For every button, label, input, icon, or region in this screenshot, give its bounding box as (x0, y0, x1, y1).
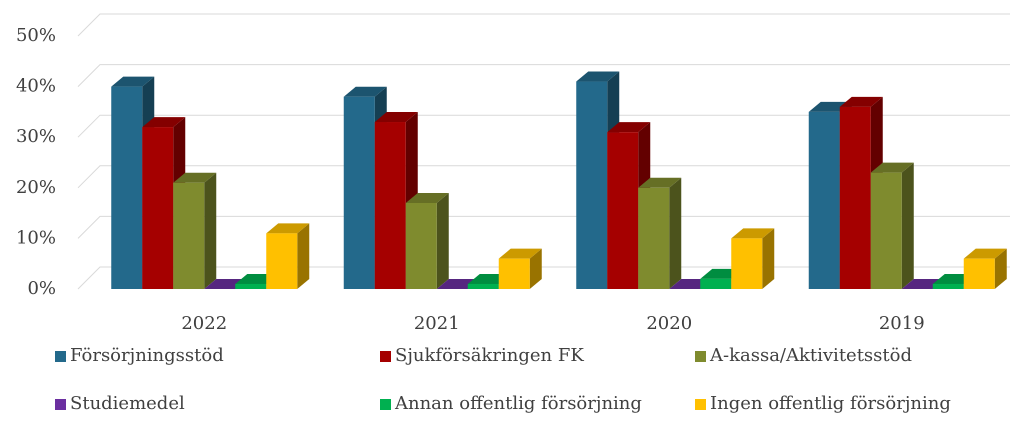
bar (638, 177, 682, 289)
x-tick-label: 2022 (181, 313, 227, 334)
legend-swatch (55, 399, 66, 410)
grid-line (77, 266, 1010, 290)
bar-side (901, 162, 914, 289)
legend-label: Försörjningsstöd (70, 345, 224, 366)
grid-line (77, 13, 1010, 37)
bar-front (266, 233, 298, 289)
bar-front (963, 258, 995, 289)
bar (839, 96, 883, 289)
bar-front (700, 278, 732, 289)
bar-top (576, 71, 620, 82)
bar-front (808, 111, 840, 290)
bar-front (343, 96, 375, 289)
bar (731, 228, 775, 289)
bar-front (839, 106, 871, 289)
legend-label: Ingen offentlig försörjning (710, 393, 951, 414)
bar-side (297, 223, 310, 289)
bar-side (994, 248, 1007, 289)
bar-top (111, 76, 155, 87)
bar-front (405, 202, 437, 289)
bar-top (839, 96, 883, 107)
bar-top (963, 248, 1007, 259)
bar-side (204, 172, 217, 289)
bar-front (932, 283, 964, 289)
grid-line (77, 165, 1010, 189)
legend-label: A-kassa/Aktivitetsstöd (709, 345, 912, 366)
bar-top (870, 162, 914, 173)
bar-front (111, 86, 143, 289)
legend-swatch (695, 399, 706, 410)
grid-line (77, 64, 1010, 87)
bar-front (173, 182, 205, 289)
bar-front (498, 258, 530, 289)
legend-swatch (695, 351, 706, 362)
bar-front (467, 283, 499, 289)
bar-top (142, 117, 186, 128)
bar-top (607, 122, 651, 133)
bar-side (669, 177, 682, 289)
x-tick-label: 2019 (879, 313, 925, 334)
bar-front (607, 132, 639, 289)
y-tick-label: 50% (16, 25, 56, 46)
bar-side (529, 248, 542, 289)
y-tick-label: 40% (16, 76, 56, 97)
legend-swatch (380, 399, 391, 410)
bar-top (173, 172, 217, 183)
x-tick-label: 2020 (646, 313, 692, 334)
bar-top (405, 192, 449, 203)
bar-side (762, 228, 775, 289)
bar-front (374, 122, 406, 290)
bar (870, 162, 914, 289)
bar-top (343, 86, 387, 97)
legend-label: Annan offentlig försörjning (394, 393, 642, 414)
bar-side (436, 192, 449, 289)
legend-swatch (380, 351, 391, 362)
bar-front (870, 172, 902, 289)
bar-front (731, 238, 763, 289)
bar (173, 172, 217, 289)
y-tick-label: 0% (27, 278, 56, 299)
bar (405, 192, 449, 289)
grid-line (77, 114, 1010, 138)
legend-label: Sjukförsäkringen FK (395, 345, 584, 366)
legend-label: Studiemedel (70, 393, 185, 414)
y-tick-label: 10% (16, 227, 56, 248)
y-tick-label: 30% (16, 126, 56, 147)
bar (498, 248, 542, 289)
bar-front (235, 283, 267, 289)
bar (266, 223, 310, 289)
bar-front (638, 187, 670, 289)
bar-front (576, 81, 608, 289)
bar-top (638, 177, 682, 188)
legend-swatch (55, 351, 66, 362)
grid-line (77, 215, 1010, 239)
bar-top (266, 223, 310, 234)
bar-top (374, 112, 418, 123)
bar-top (731, 228, 775, 239)
bar-top (498, 248, 542, 259)
x-tick-label: 2021 (414, 313, 460, 334)
bar-front (142, 127, 174, 289)
y-tick-label: 20% (16, 177, 56, 198)
bar (963, 248, 1007, 289)
